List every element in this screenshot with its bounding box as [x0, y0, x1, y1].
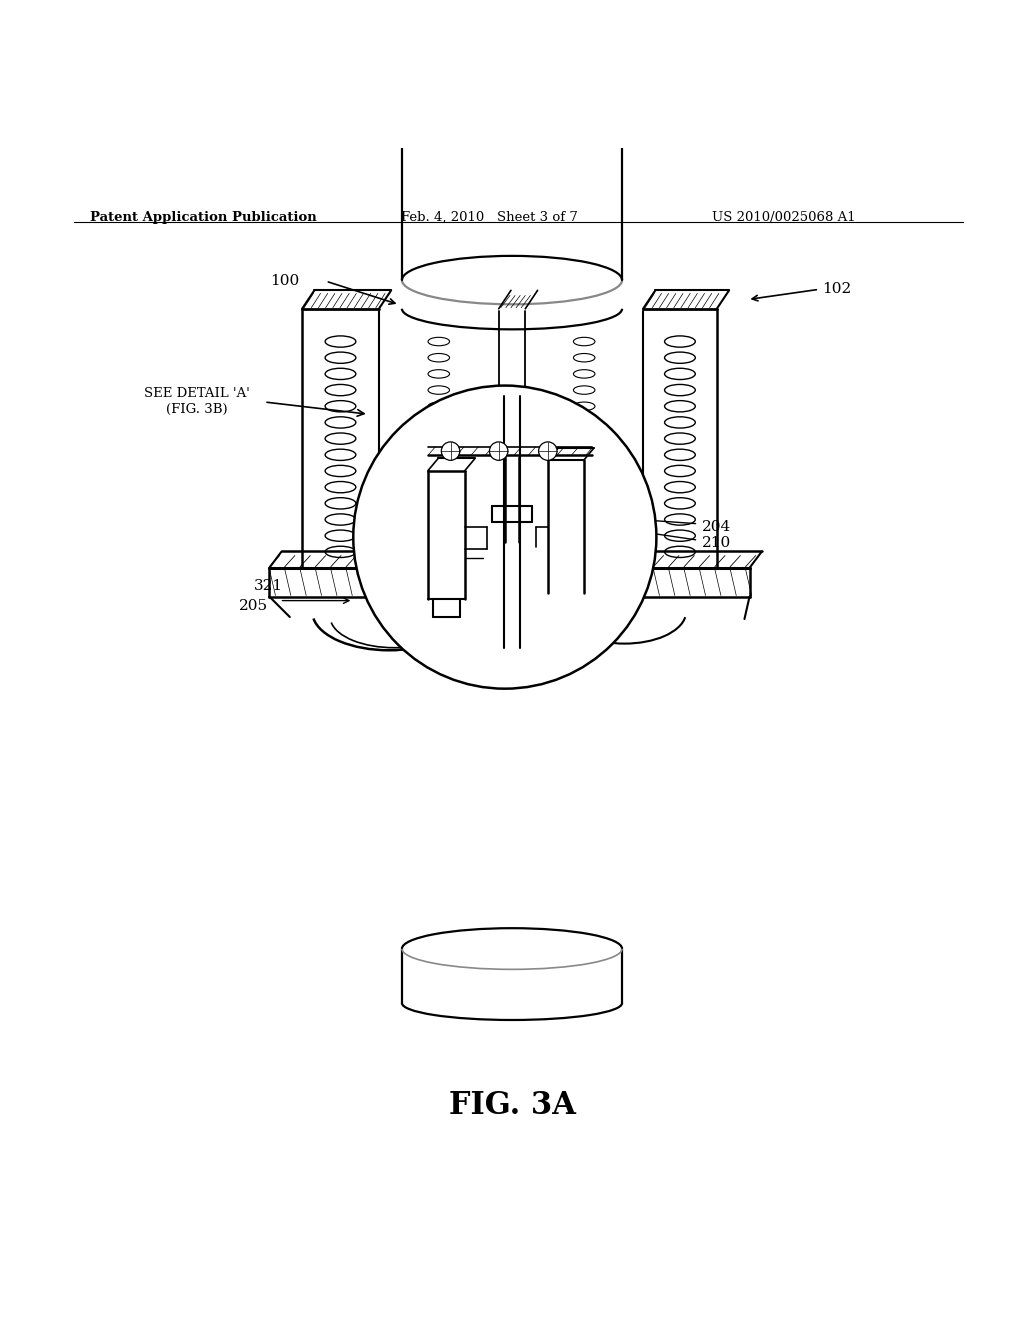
Text: 202: 202	[428, 502, 457, 515]
Text: 321: 321	[254, 579, 283, 593]
Text: Feb. 4, 2010   Sheet 3 of 7: Feb. 4, 2010 Sheet 3 of 7	[401, 211, 579, 224]
Circle shape	[353, 385, 656, 689]
Text: 204: 204	[701, 520, 731, 533]
Text: SEE DETAIL 'A': SEE DETAIL 'A'	[143, 387, 250, 400]
Text: 205: 205	[240, 599, 268, 612]
Text: Patent Application Publication: Patent Application Publication	[90, 211, 316, 224]
Text: 100: 100	[269, 275, 299, 288]
Circle shape	[489, 442, 508, 461]
Text: 102: 102	[822, 282, 852, 296]
Circle shape	[539, 442, 557, 461]
Text: FIG. 3A: FIG. 3A	[449, 1090, 575, 1121]
Text: 210: 210	[701, 536, 731, 550]
Text: US 2010/0025068 A1: US 2010/0025068 A1	[712, 211, 855, 224]
Circle shape	[441, 442, 460, 461]
Text: (FIG. 3B): (FIG. 3B)	[166, 403, 227, 416]
